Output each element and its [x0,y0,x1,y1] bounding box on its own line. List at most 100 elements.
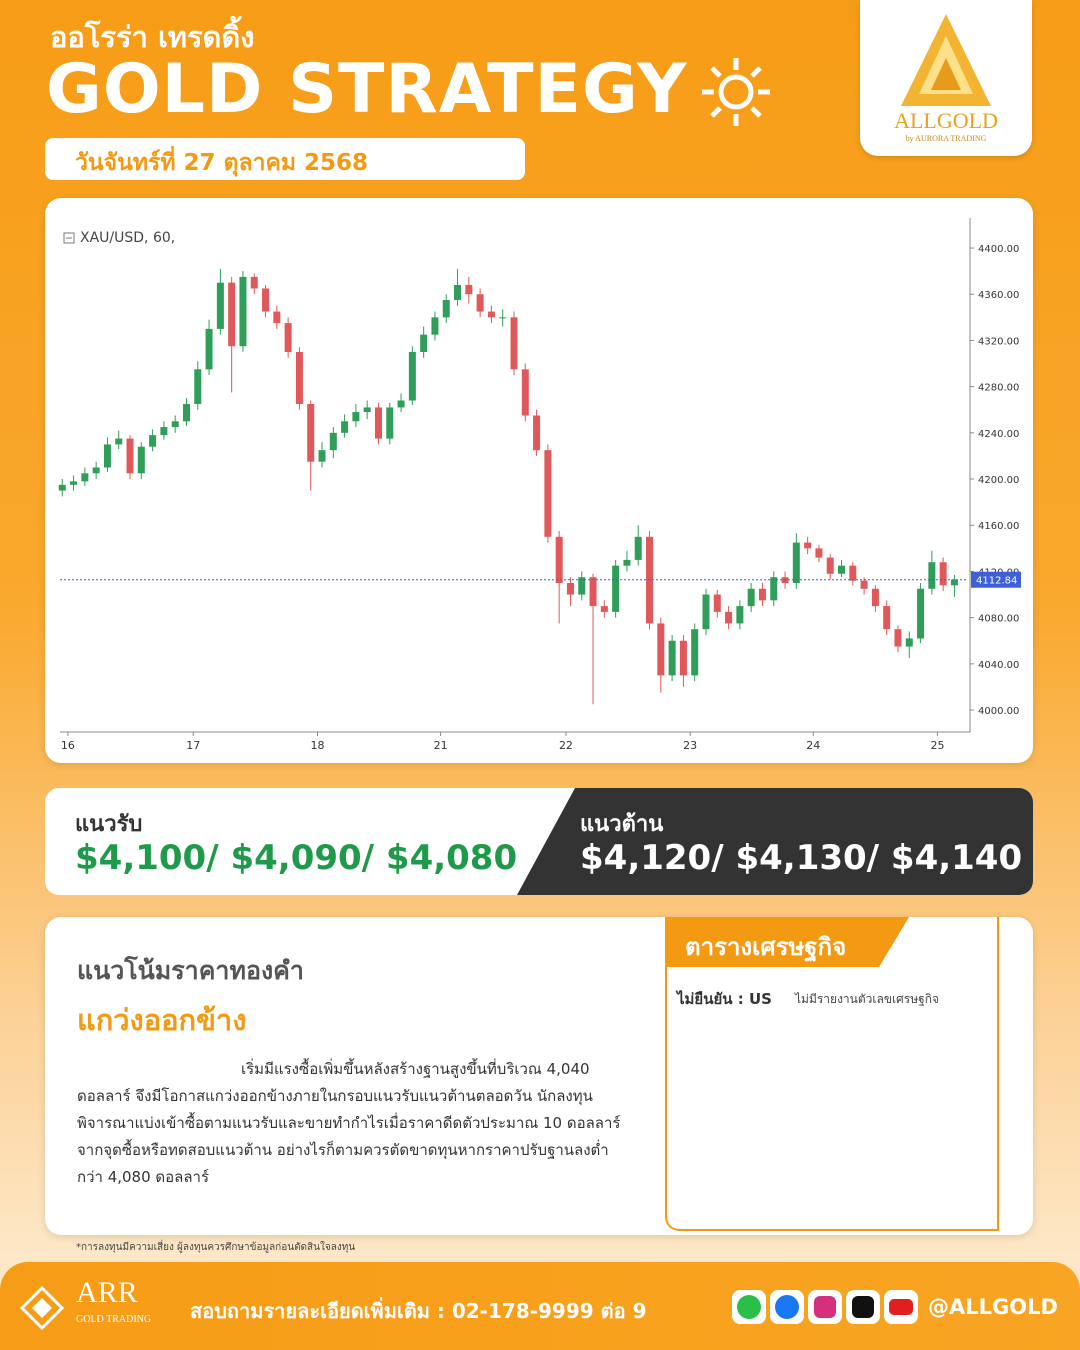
candle-body [58,484,66,491]
candle-body [815,548,823,558]
x-tick-label: 25 [931,739,945,752]
candle-body [329,432,337,451]
candle-body [149,435,157,447]
y-tick-label: 4240.00 [978,429,1019,440]
candle-body [860,580,868,589]
support-values: $4,100/ $4,090/ $4,080 [75,838,518,878]
candle-body [92,467,100,474]
contact: สอบถามรายละเอียดเพิ่มเติม : 02-178-9999 … [190,1299,647,1323]
candle-body [137,446,145,474]
candle-body [758,588,766,601]
levels-dark-panel [517,788,1033,895]
candle-body [623,559,631,566]
date: วันจันทร์ที่ 27 ตุลาคม 2568 [75,150,369,176]
candle-body [566,582,574,595]
candle-body [103,444,111,468]
candle-body [171,421,179,428]
logo-name: ALLGOLD [894,108,998,133]
candle-body [792,542,800,583]
candle-body [284,323,292,352]
support-label: แนวรับ [75,812,143,837]
trend-heading: แนวโน้มราคาทองคำ [77,956,304,985]
candle-body [634,536,642,560]
candle-body [668,640,676,676]
candle-body [465,284,473,295]
brand-thai: ออโรร่า เทรดดิ้ง [50,20,255,54]
candle-body [950,579,958,586]
candle-body [262,288,270,312]
collapse-icon [63,232,75,244]
y-tick-label: 4160.00 [978,521,1019,532]
candle-body [228,282,236,347]
x-tick-label: 17 [186,739,200,752]
analysis-line: เริ่มมีแรงซื้อเพิ่มขึ้นหลังสร้างฐานสูงขึ… [241,1060,590,1078]
calendar-box [665,917,999,1231]
last-price-box [971,571,1021,588]
footer-brand: ARR [76,1276,138,1309]
candle-body [318,450,326,462]
analysis-line: พิจารณาแบ่งเข้าซื้อตามแนวรับและขายทำกำไร… [77,1114,621,1132]
candle-body [770,577,778,601]
trend-value: แกว่งออกข้าง [77,1003,247,1037]
calendar-note: ไม่มีรายงานตัวเลขเศรษฐกิจ [795,992,940,1006]
candle-body [397,400,405,408]
candle-body [182,403,190,422]
candle-body [679,640,687,676]
y-tick-label: 4000.00 [978,706,1019,717]
footer-brand-sub: GOLD TRADING [76,1314,152,1325]
chart-card: XAU/USD, 60, 4000.004040.004080.004120.0… [45,198,1033,763]
arr-logo-mark [20,1286,64,1330]
sun-icon [702,58,770,126]
x-tick-label: 21 [434,739,448,752]
x-tick-label: 23 [683,739,697,752]
candle-body [476,294,484,312]
candle-body [386,407,394,439]
candle-body [81,473,89,482]
candle-body [363,407,371,413]
resistance-label: แนวต้าน [580,812,664,837]
candle-body [838,565,846,574]
candle-body [307,403,315,462]
candle-body [216,282,224,329]
social-icons[interactable] [730,1290,922,1326]
x-tick-label: 22 [559,739,573,752]
logo-sub: by AURORA TRADING [905,134,987,143]
candle-body [431,317,439,335]
candle-body [205,328,213,370]
candle-body [544,450,552,537]
y-tick-label: 4200.00 [978,475,1019,486]
candle-body [160,427,168,436]
candle-body [939,562,947,586]
social-handle[interactable]: @ALLGOLD [928,1295,1058,1319]
candle-body [691,629,699,676]
calendar-title: ตารางเศรษฐกิจ [685,933,847,961]
candle-body [70,481,78,485]
date-box: วันจันทร์ที่ 27 ตุลาคม 2568 [45,138,525,180]
analysis-line: จากจุดซื้อหรือทดสอบแนวต้าน อย่างไรก็ตามค… [77,1141,609,1159]
candle-body [295,351,303,404]
x-tick-label: 16 [61,739,75,752]
candle-body [589,577,597,607]
candle-body [849,565,857,581]
y-tick-label: 4360.00 [978,290,1019,301]
candle-body [487,311,495,318]
disclaimer: *การลงทุนมีความเสี่ยง ผู้ลงทุนควรศึกษาข้… [76,1242,356,1253]
chart: XAU/USD, 60, 4000.004040.004080.004120.0… [58,218,1021,752]
y-tick-label: 4040.00 [978,660,1019,671]
candle-body [374,407,382,439]
candle-body [747,588,755,607]
candle-body [555,536,563,583]
calendar-status: ไม่ยืนยัน : US [677,990,772,1008]
candle-body [521,369,529,416]
candle-body [736,606,744,624]
candle-body [442,300,450,318]
candle-body [510,317,518,370]
analysis-line: กว่า 4,080 ดอลลาร์ [77,1168,210,1186]
chart-title: XAU/USD, 60, [80,230,175,246]
candle-body [341,421,349,433]
candle-body [725,611,733,624]
x-tick-label: 24 [806,739,820,752]
y-tick-label: 4400.00 [978,244,1019,255]
candle-body [250,276,258,289]
y-tick-label: 4080.00 [978,614,1019,625]
